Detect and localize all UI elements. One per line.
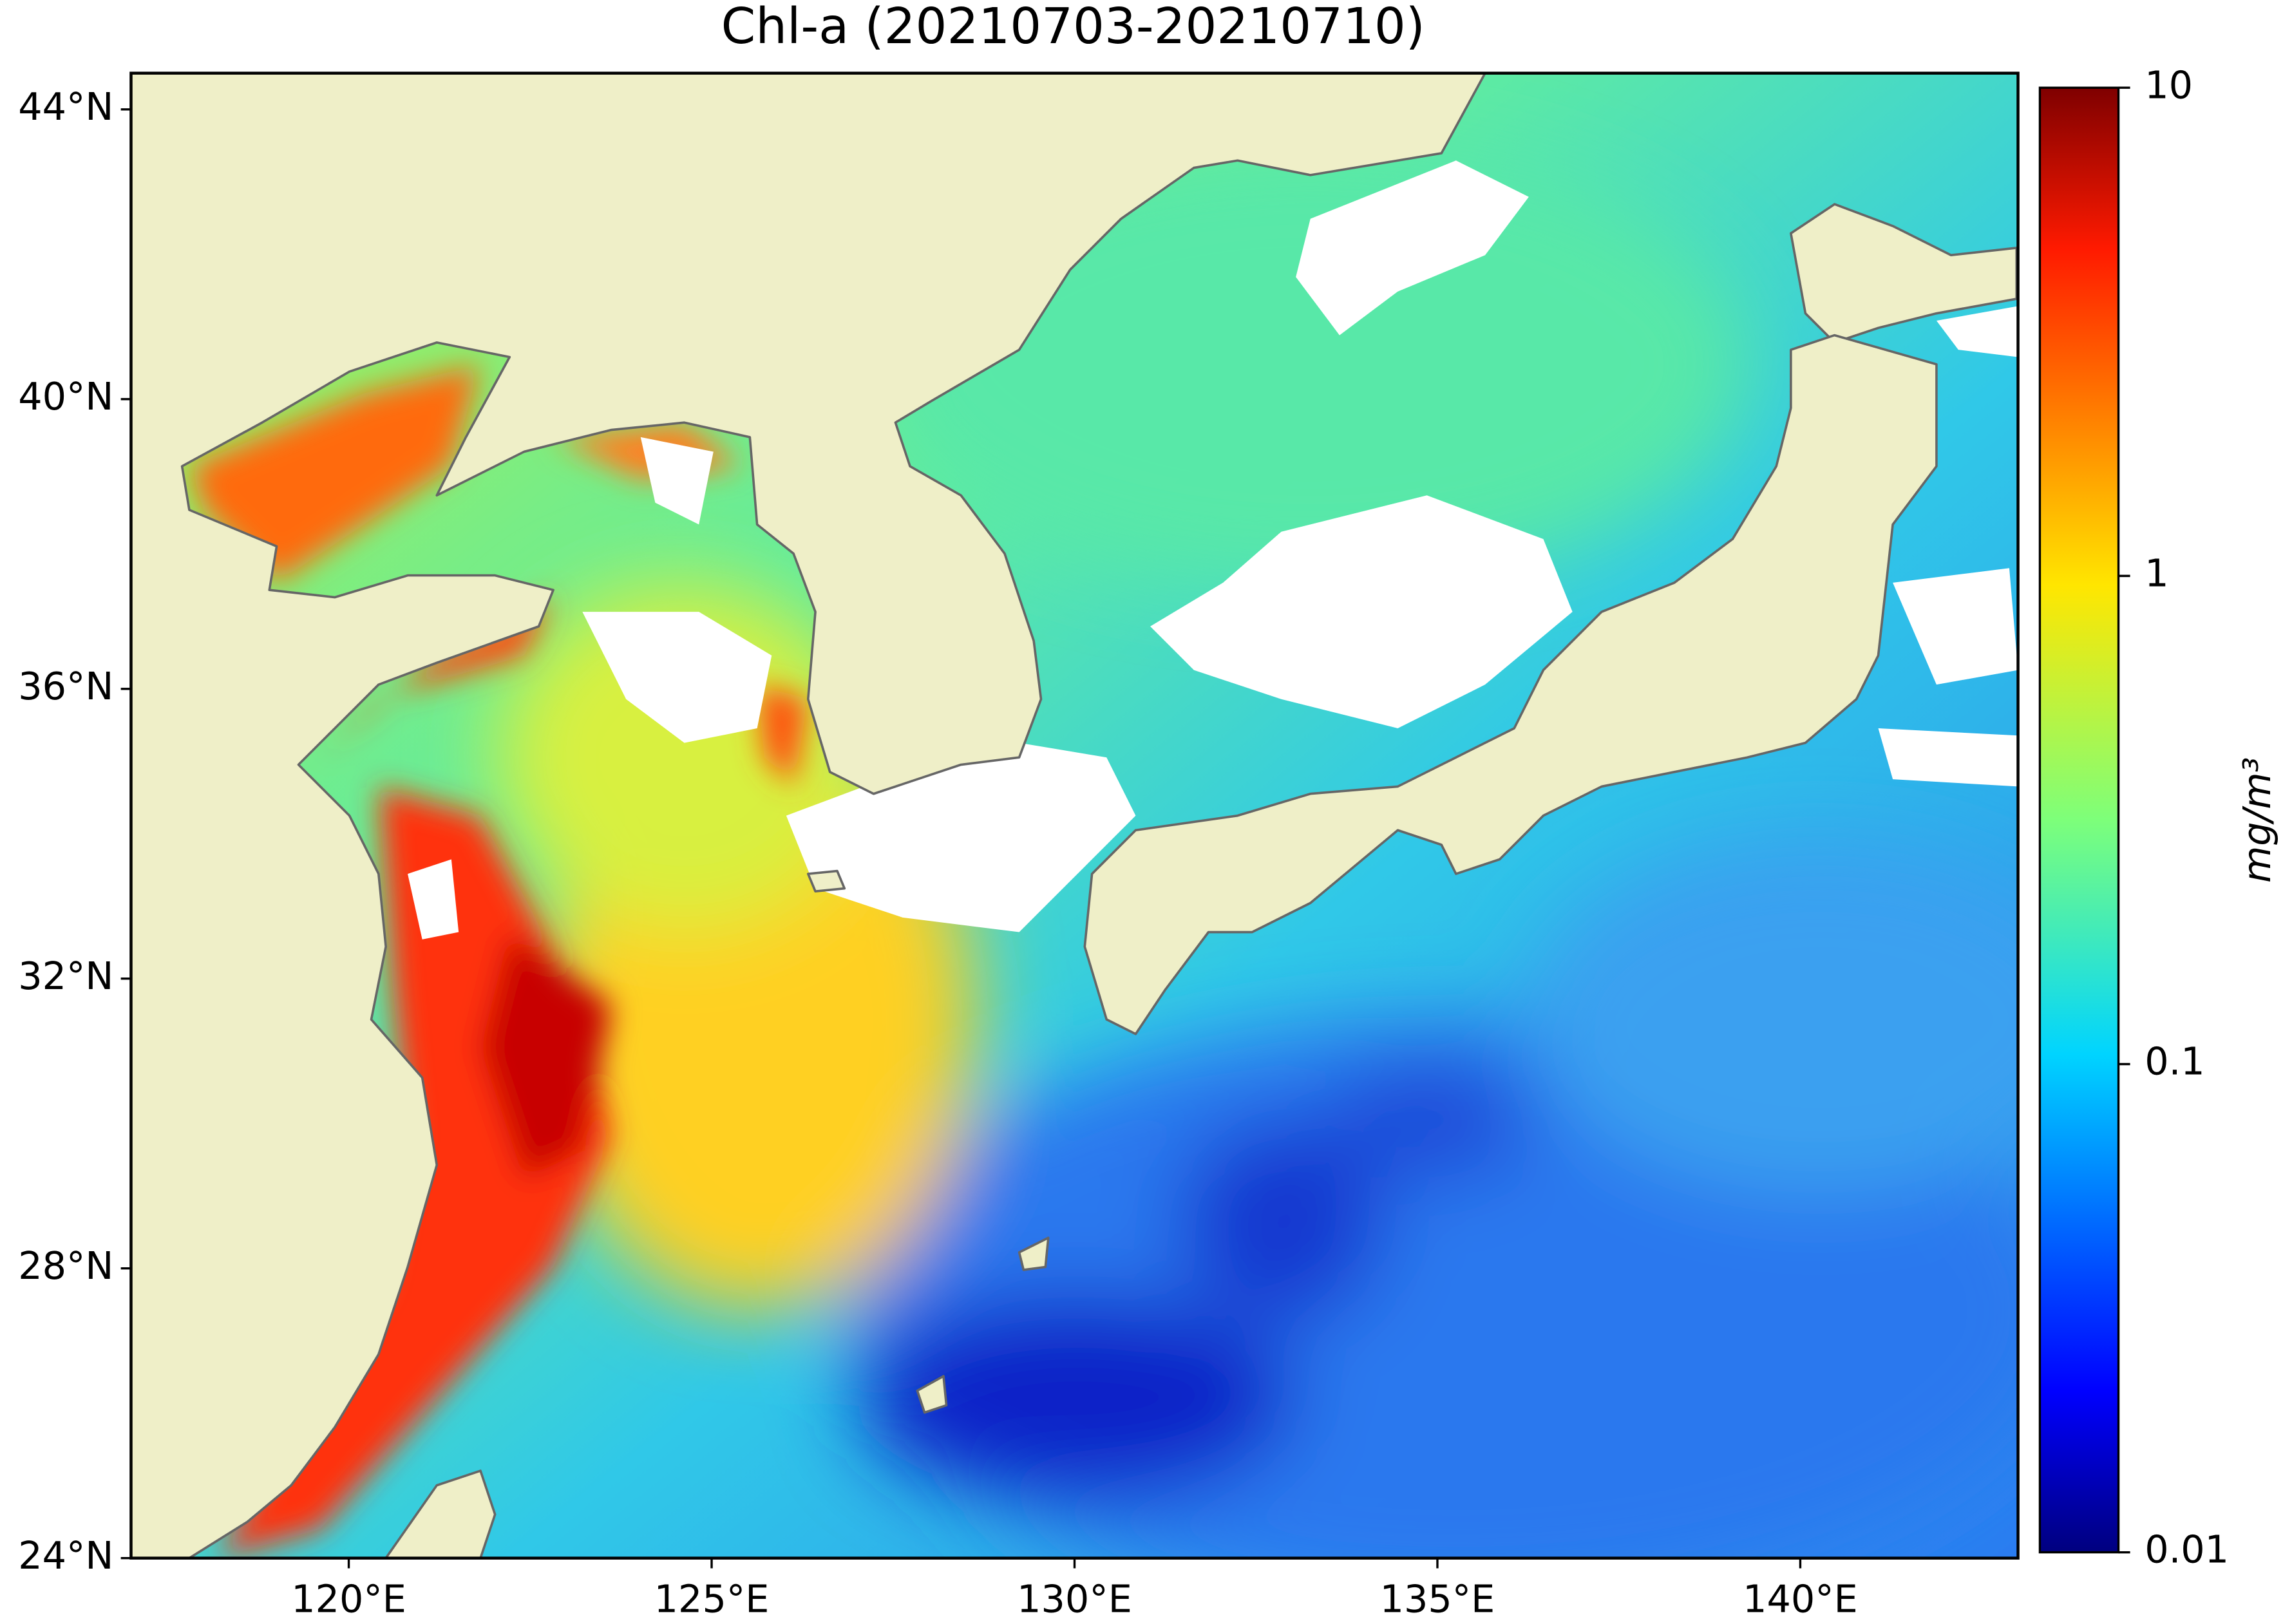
colorbar-label: mg/m³	[2235, 757, 2279, 883]
x-tick-label: 130°E	[1017, 1577, 1132, 1621]
colorbar-tick-label: 1	[2145, 551, 2168, 595]
chart-title: Chl-a (20210703-20210710)	[721, 0, 1425, 55]
y-tick-label: 40°N	[18, 374, 113, 419]
y-tick-label: 24°N	[18, 1533, 113, 1578]
colorbar-tick-label: 10	[2145, 62, 2193, 107]
colorbar-tick-label: 0.01	[2145, 1527, 2229, 1572]
colorbar-tick-label: 0.1	[2145, 1039, 2204, 1084]
x-tick-label: 120°E	[291, 1577, 406, 1621]
y-tick-label: 36°N	[18, 664, 113, 708]
x-tick-label: 135°E	[1380, 1577, 1495, 1621]
map-image	[131, 73, 2018, 1558]
colorbar	[2038, 86, 2120, 1554]
x-tick-label: 140°E	[1743, 1577, 1858, 1621]
y-tick-label: 44°N	[18, 84, 113, 129]
cloud-mask	[408, 160, 2018, 939]
y-tick-label: 28°N	[18, 1243, 113, 1288]
y-tick-label: 32°N	[18, 954, 113, 998]
x-tick-label: 125°E	[654, 1577, 770, 1621]
land	[131, 73, 2018, 1558]
